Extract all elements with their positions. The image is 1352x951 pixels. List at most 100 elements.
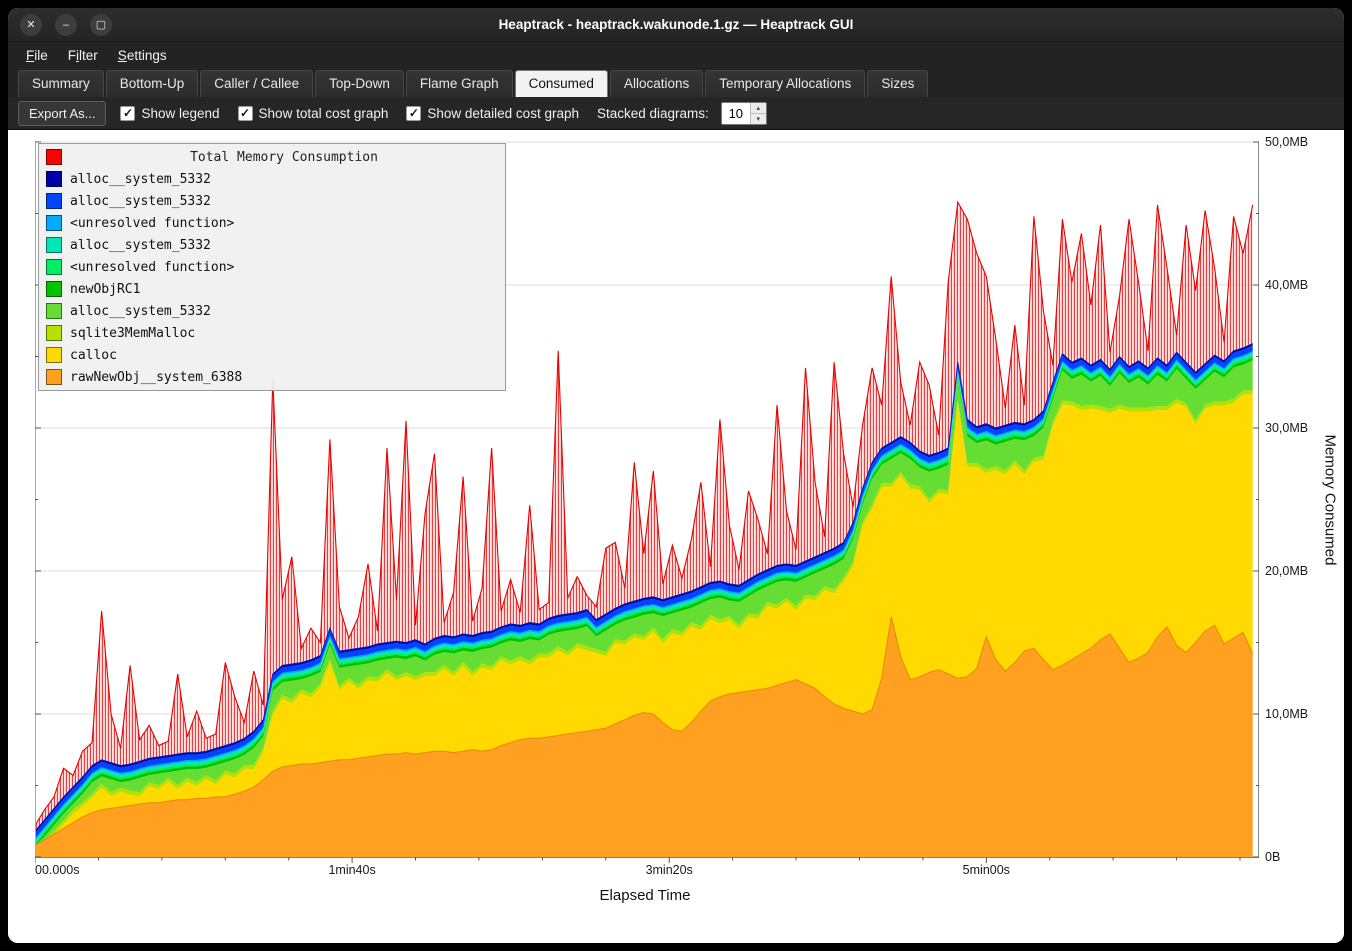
minimize-button[interactable]: –: [55, 13, 77, 36]
area-calloc: [35, 394, 1253, 846]
legend-swatch: [46, 171, 62, 187]
stacked-diagrams-spinbox[interactable]: 10 ▴ ▾: [720, 101, 767, 125]
legend-entry-label: alloc__system_5332: [70, 193, 211, 209]
tab-summary[interactable]: Summary: [18, 70, 104, 97]
legend-swatch: [46, 347, 62, 363]
tab-flame-graph[interactable]: Flame Graph: [405, 70, 513, 97]
x-tick-label: 3min20s: [645, 863, 693, 877]
legend-entry: sqlite3MemMalloc: [43, 322, 501, 344]
legend-swatch: [46, 325, 62, 341]
legend-entry-label: <unresolved function>: [70, 259, 235, 275]
area-rawNewObj__system_6388: [35, 616, 1253, 857]
legend-entry-label: sqlite3MemMalloc: [70, 325, 196, 341]
rawNewObj-outline: [35, 616, 1254, 847]
legend-entry-label: newObjRC1: [70, 281, 141, 297]
spin-down-button[interactable]: ▾: [750, 112, 766, 124]
legend-entry: alloc__system_5332: [43, 300, 501, 322]
y-tick-label: 0B: [1265, 850, 1281, 864]
memory-consumption-chart[interactable]: [35, 140, 1259, 866]
legend-entry-label: alloc__system_5332: [70, 237, 211, 253]
tab-consumed[interactable]: Consumed: [514, 70, 608, 97]
close-button[interactable]: ✕: [20, 13, 42, 36]
tab-temporary-allocations[interactable]: Temporary Allocations: [705, 70, 866, 97]
window-title: Heaptrack - heaptrack.wakunode.1.gz — He…: [498, 17, 854, 32]
spinbox-value: 10: [728, 105, 744, 121]
legend-entry-label: calloc: [70, 347, 117, 363]
legend-swatch: [46, 237, 62, 253]
maximize-icon: ▢: [95, 19, 107, 31]
legend-swatch: [46, 369, 62, 385]
area-alloc__system_5332-green: [35, 360, 1253, 846]
y-axis-title: Memory Consumed: [1321, 434, 1339, 566]
toolbar-checkboxes: ✓ Show legend ✓ Show total cost graph ✓ Show …: [120, 105, 579, 121]
checkmark-icon[interactable]: ✓: [237, 105, 253, 121]
legend-title: Total Memory Consumption: [190, 149, 378, 165]
checkbox-show-legend[interactable]: ✓ Show legend: [120, 105, 220, 121]
y-tick-label: 30,0MB: [1265, 421, 1309, 435]
checkmark-icon[interactable]: ✓: [406, 105, 422, 121]
checkbox-label: Show legend: [141, 105, 220, 121]
legend-entry-label: alloc__system_5332: [70, 303, 211, 319]
legend-swatch: [46, 281, 62, 297]
legend-entry: calloc: [43, 344, 501, 366]
tab-top-down[interactable]: Top-Down: [315, 70, 404, 97]
checkbox-label: Show total cost graph: [258, 105, 389, 121]
legend-entry: alloc__system_5332: [43, 168, 501, 190]
window-controls: ✕ – ▢: [20, 13, 112, 36]
area-total-memory-consumption: [35, 202, 1253, 832]
stacked-diagrams-label: Stacked diagrams:: [596, 105, 709, 121]
spinbox-buttons: ▴ ▾: [749, 102, 766, 124]
legend-entry-label: rawNewObj__system_6388: [70, 369, 243, 385]
tab-bar: Summary Bottom-Up Caller / Callee Top-Down F…: [8, 68, 1344, 97]
legend-swatch: [46, 303, 62, 319]
legend-entry-label: <unresolved function>: [70, 215, 235, 231]
legend-swatch: [46, 259, 62, 275]
export-as-button[interactable]: Export As...: [18, 100, 107, 126]
checkbox-show-total-cost-graph[interactable]: ✓ Show total cost graph: [237, 105, 389, 121]
y-tick-label: 40,0MB: [1265, 278, 1309, 292]
legend-entry: <unresolved function>: [43, 212, 501, 234]
legend-entry: alloc__system_5332: [43, 234, 501, 256]
minimize-icon: –: [62, 18, 70, 31]
checkbox-show-detailed-cost-graph[interactable]: ✓ Show detailed cost graph: [406, 105, 579, 121]
checkmark-icon[interactable]: ✓: [120, 105, 136, 121]
toolbar: Export As... ✓ Show legend ✓ Show total cos…: [8, 97, 1344, 130]
y-tick-label: 10,0MB: [1265, 707, 1309, 721]
heaptrack-window: ✕ – ▢ Heaptrack - heaptrack.wakunode.1.g…: [8, 8, 1344, 943]
legend-entry: alloc__system_5332: [43, 190, 501, 212]
legend-swatch: [46, 215, 62, 231]
chart-area: Total Memory Consumption alloc__system_53…: [8, 130, 1344, 943]
spin-up-button[interactable]: ▴: [750, 102, 766, 113]
tab-bottom-up[interactable]: Bottom-Up: [105, 70, 199, 97]
maximize-button[interactable]: ▢: [90, 13, 112, 36]
stack-top-outline: [35, 343, 1253, 832]
y-tick-label: 20,0MB: [1265, 564, 1309, 578]
close-icon: ✕: [26, 19, 36, 31]
legend-title-row: Total Memory Consumption: [43, 146, 501, 168]
legend-entry: <unresolved function>: [43, 256, 501, 278]
tab-sizes[interactable]: Sizes: [867, 70, 929, 97]
x-axis-title: Elapsed Time: [599, 887, 691, 904]
tab-caller-callee[interactable]: Caller / Callee: [200, 70, 314, 97]
x-tick-label: 00.000s: [35, 863, 80, 877]
legend-entry: rawNewObj__system_6388: [43, 366, 501, 388]
spin-up-icon: ▴: [756, 104, 761, 112]
legend-swatch: [46, 193, 62, 209]
titlebar[interactable]: ✕ – ▢ Heaptrack - heaptrack.wakunode.1.g…: [8, 8, 1344, 42]
x-tick-label: 5min00s: [962, 863, 1010, 877]
legend-total-swatch: [46, 149, 62, 165]
chart-legend: Total Memory Consumption alloc__system_53…: [38, 143, 506, 391]
legend-entry: newObjRC1: [43, 278, 501, 300]
tab-allocations[interactable]: Allocations: [609, 70, 704, 97]
checkbox-label: Show detailed cost graph: [427, 105, 579, 121]
y-tick-label: 50,0MB: [1265, 135, 1309, 149]
spin-down-icon: ▾: [756, 115, 761, 123]
x-tick-label: 1min40s: [328, 863, 376, 877]
legend-entry-label: alloc__system_5332: [70, 171, 211, 187]
total-outline: [35, 200, 1254, 826]
